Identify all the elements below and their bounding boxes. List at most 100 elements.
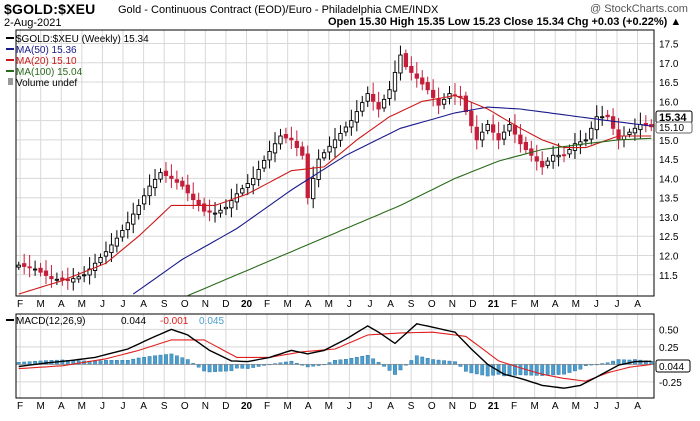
candle (60, 270, 65, 286)
x-tick-label: J (594, 299, 599, 310)
candle-body (245, 183, 250, 188)
candle (496, 121, 501, 150)
macd-hist-bar (431, 359, 436, 365)
macd-hist-bar (109, 360, 114, 365)
candle-body (196, 199, 201, 206)
macd-hist-bar (256, 364, 261, 367)
candle-body (174, 179, 180, 183)
macd-hist-bar (442, 360, 446, 365)
candle (321, 149, 327, 161)
y-tick-label: 12.5 (659, 232, 679, 243)
x-tick-label: D (469, 299, 476, 310)
candle-body (201, 203, 207, 212)
candle-body (223, 206, 229, 210)
candle-body (371, 93, 376, 102)
x-tick-label: M (78, 299, 86, 310)
candle-body (98, 256, 103, 264)
macd-hist-bar (371, 358, 376, 365)
macd-hist-bar (104, 360, 108, 365)
macd-hist-bar (125, 360, 130, 365)
x-tick-label: F (264, 401, 270, 412)
candle-body (496, 133, 501, 141)
candle-body (349, 120, 354, 128)
x-tick-label: J (100, 299, 105, 310)
macd-hist-bar (289, 360, 294, 365)
candle-body (152, 178, 158, 189)
x-tick-label: A (634, 299, 641, 310)
x-tick-label: M (325, 401, 333, 412)
x-tick-label: 21 (488, 299, 500, 310)
candle-body (545, 160, 550, 166)
macd-hist-bar (169, 353, 174, 365)
x-tick-label: F (17, 299, 23, 310)
x-tick-label: J (594, 401, 599, 412)
candle-body (403, 53, 409, 68)
macd-hist-bar (98, 360, 103, 365)
ma20-line (18, 94, 652, 295)
price-marks (16, 45, 654, 297)
candle-body (605, 114, 610, 118)
x-tick-label: N (449, 401, 456, 412)
candle (480, 123, 485, 148)
x-tick-label: A (387, 401, 394, 412)
x-tick-label: S (408, 401, 415, 412)
macd-hist-bar (158, 354, 163, 365)
candle-body (550, 154, 556, 162)
macd-hist-bar (551, 364, 556, 376)
macd-hist-bar (153, 355, 157, 365)
candle (507, 118, 512, 136)
macd-hist-bar (491, 364, 496, 376)
y-tick-label: 15.0 (659, 136, 679, 147)
candle (98, 253, 103, 266)
candle (185, 174, 190, 202)
candle (327, 136, 332, 160)
macd-hist-bar (93, 361, 97, 365)
x-tick-label: F (264, 299, 270, 310)
macd-hist-bar (365, 355, 370, 365)
candle-body (305, 153, 310, 199)
candle (289, 126, 294, 150)
candle (207, 199, 212, 222)
x-tick-label: M (37, 299, 45, 310)
x-tick-label: N (202, 401, 209, 412)
candle (256, 160, 261, 187)
x-tick-label: J (367, 299, 372, 310)
candle (218, 204, 223, 218)
x-tick-label: J (100, 401, 105, 412)
candle-body (212, 212, 218, 215)
candle (54, 272, 60, 285)
candle-body (436, 98, 441, 106)
x-tick-label: M (325, 299, 333, 310)
candle-body (398, 54, 403, 74)
candle (147, 174, 152, 206)
candle-body (376, 102, 381, 110)
macd-hist-bar (447, 360, 452, 365)
macd-hist-bar (529, 364, 534, 376)
candle-body (300, 146, 305, 156)
candle (621, 126, 627, 148)
candle (32, 260, 38, 276)
macd-hist-bar (573, 364, 577, 372)
macd-hist-bar (234, 364, 239, 369)
candle (283, 127, 289, 144)
macd-line (18, 323, 652, 389)
macd-hist-bar (218, 364, 223, 372)
candle (474, 115, 479, 150)
x-tick-label: O (428, 401, 436, 412)
candle (589, 121, 594, 145)
x-tick-label: M (530, 299, 538, 310)
x-tick-label: M (37, 401, 45, 412)
candle-body (71, 278, 76, 283)
x-tick-label: J (347, 299, 352, 310)
candle (300, 141, 305, 160)
x-tick-label: J (347, 401, 352, 412)
candle-body (507, 123, 512, 132)
macd-hist-bar (534, 364, 539, 376)
candle (163, 162, 169, 183)
candle-body (523, 141, 528, 150)
candle (201, 197, 207, 217)
candle (38, 262, 43, 277)
symbol-title: $GOLD:$XEU (4, 1, 96, 17)
macd-hist-bar (131, 358, 136, 365)
